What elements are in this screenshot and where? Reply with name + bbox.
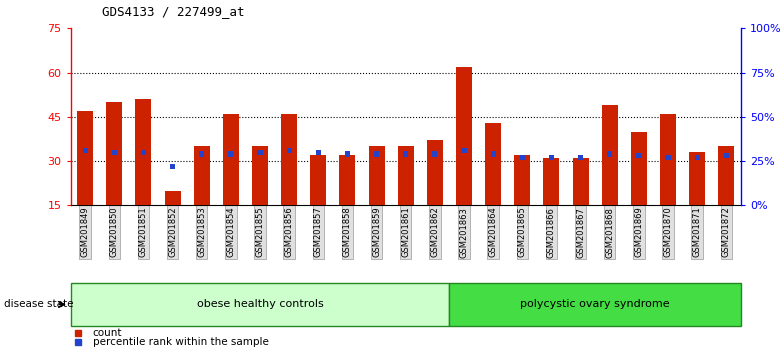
Text: count: count [93,328,122,338]
Bar [491,152,495,156]
Bar [252,146,268,205]
Bar [107,102,122,205]
Text: GDS4133 / 227499_at: GDS4133 / 227499_at [102,5,245,18]
Text: obese healthy controls: obese healthy controls [197,299,323,309]
Bar [660,114,676,205]
Bar [170,164,175,169]
Bar [572,158,589,205]
Bar [462,148,466,153]
Bar [549,155,554,160]
Bar [310,155,326,205]
Bar [397,146,414,205]
Bar [578,155,583,160]
Bar [368,146,385,205]
Bar [82,148,88,153]
Bar [403,152,408,156]
Bar [141,149,146,155]
Bar [281,114,297,205]
Bar [718,146,735,205]
Text: disease state: disease state [4,299,74,309]
Bar [514,155,530,205]
Bar [689,152,705,205]
Bar [286,148,292,153]
Bar [543,158,560,205]
Bar [607,152,612,156]
Bar [426,141,443,205]
Bar [485,123,501,205]
Bar [432,152,437,156]
Bar [520,155,525,160]
Bar [228,152,234,156]
Bar [194,146,210,205]
Bar [631,132,647,205]
Bar [695,155,700,160]
Bar [257,149,263,155]
Bar [111,149,117,155]
Bar [456,67,472,205]
Bar [77,111,93,205]
Bar [724,153,729,159]
Bar [339,155,355,205]
Bar [345,152,350,156]
Bar [223,114,239,205]
Bar [637,153,641,159]
Bar [374,152,379,156]
Text: percentile rank within the sample: percentile rank within the sample [93,337,268,347]
Text: polycystic ovary syndrome: polycystic ovary syndrome [521,299,670,309]
Bar [316,149,321,155]
Bar [199,152,205,156]
Bar [136,99,151,205]
Bar [601,105,618,205]
Bar [666,155,670,160]
Bar [165,190,180,205]
